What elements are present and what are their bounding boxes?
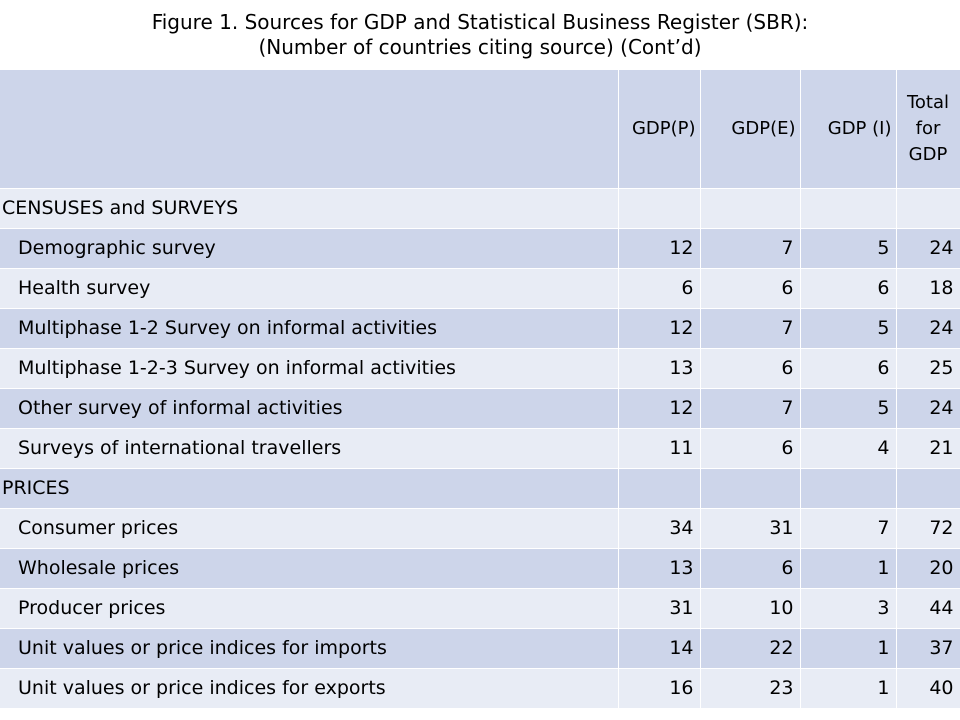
cell-gdp-i: 1 [800, 628, 897, 669]
cell-gdp-p: 13 [618, 348, 701, 389]
cell-gdp-p: 13 [618, 548, 701, 589]
row-label: Surveys of international travellers [0, 428, 619, 469]
sources-table: GDP(P) GDP(E) GDP (I) Total for GDP CENS… [0, 70, 960, 709]
cell-total-for-gdp: 21 [896, 428, 960, 469]
cell-gdp-i: 3 [800, 588, 897, 629]
section-row: CENSUSES and SURVEYS [0, 188, 960, 229]
cell-gdp-p: 16 [618, 668, 701, 709]
cell-gdp-i: 4 [800, 428, 897, 469]
cell-gdp-i [800, 188, 897, 229]
table-row: Multiphase 1-2 Survey on informal activi… [0, 308, 960, 349]
cell-gdp-e [700, 468, 801, 509]
table-row: Multiphase 1-2-3 Survey on informal acti… [0, 348, 960, 389]
cell-gdp-i: 6 [800, 348, 897, 389]
table-header-row: GDP(P) GDP(E) GDP (I) Total for GDP [0, 70, 960, 189]
cell-gdp-e: 23 [700, 668, 801, 709]
cell-gdp-i: 1 [800, 668, 897, 709]
cell-gdp-i: 5 [800, 308, 897, 349]
section-row: PRICES [0, 468, 960, 509]
table-row: Consumer prices 34 31 7 72 [0, 508, 960, 549]
cell-total-for-gdp: 24 [896, 228, 960, 269]
cell-gdp-i: 1 [800, 548, 897, 589]
cell-gdp-e [700, 188, 801, 229]
table-row: Surveys of international travellers 11 6 4 2… [0, 428, 960, 469]
table-row: Unit values or price indices for imports… [0, 628, 960, 669]
header-gdp-p: GDP(P) [618, 70, 701, 189]
cell-gdp-i: 5 [800, 388, 897, 429]
cell-total-for-gdp: 24 [896, 308, 960, 349]
row-label: Multiphase 1-2-3 Survey on informal acti… [0, 348, 619, 389]
section-label: PRICES [0, 468, 619, 509]
cell-gdp-p: 12 [618, 228, 701, 269]
row-label: Multiphase 1-2 Survey on informal activi… [0, 308, 619, 349]
table-row: Health survey 6 6 6 18 [0, 268, 960, 309]
cell-gdp-e: 6 [700, 348, 801, 389]
row-label: Health survey [0, 268, 619, 309]
row-label: Other survey of informal activities [0, 388, 619, 429]
cell-gdp-i: 6 [800, 268, 897, 309]
header-gdp-e: GDP(E) [700, 70, 801, 189]
row-label: Unit values or price indices for imports [0, 628, 619, 669]
table-row: Wholesale prices 13 6 1 20 [0, 548, 960, 589]
cell-gdp-e: 6 [700, 428, 801, 469]
row-label: Demographic survey [0, 228, 619, 269]
row-label: Unit values or price indices for exports [0, 668, 619, 709]
cell-gdp-i: 7 [800, 508, 897, 549]
cell-total-for-gdp: 25 [896, 348, 960, 389]
cell-total-for-gdp: 40 [896, 668, 960, 709]
header-gdp-i: GDP (I) [800, 70, 897, 189]
row-label: Wholesale prices [0, 548, 619, 589]
row-label: Consumer prices [0, 508, 619, 549]
cell-gdp-e: 7 [700, 228, 801, 269]
section-label: CENSUSES and SURVEYS [0, 188, 619, 229]
header-label-column [0, 70, 619, 189]
cell-gdp-e: 7 [700, 308, 801, 349]
cell-gdp-i [800, 468, 897, 509]
cell-total-for-gdp: 18 [896, 268, 960, 309]
table-row: Producer prices 31 10 3 44 [0, 588, 960, 629]
cell-total-for-gdp: 24 [896, 388, 960, 429]
row-label: Producer prices [0, 588, 619, 629]
cell-gdp-e: 6 [700, 548, 801, 589]
cell-gdp-i: 5 [800, 228, 897, 269]
cell-gdp-p [618, 188, 701, 229]
cell-gdp-p: 12 [618, 388, 701, 429]
cell-total-for-gdp [896, 188, 960, 229]
cell-gdp-p: 6 [618, 268, 701, 309]
cell-total-for-gdp: 20 [896, 548, 960, 589]
cell-total-for-gdp: 37 [896, 628, 960, 669]
figure-title-line-2: (Number of countries citing source) (Con… [258, 35, 702, 59]
cell-gdp-p: 34 [618, 508, 701, 549]
table-row: Other survey of informal activities 12 7 5 2… [0, 388, 960, 429]
table-row: Demographic survey 12 7 5 24 [0, 228, 960, 269]
cell-total-for-gdp: 44 [896, 588, 960, 629]
cell-gdp-e: 7 [700, 388, 801, 429]
figure-title-line-1: Figure 1. Sources for GDP and Statistica… [151, 10, 809, 34]
cell-gdp-e: 22 [700, 628, 801, 669]
cell-gdp-p: 11 [618, 428, 701, 469]
cell-gdp-p: 12 [618, 308, 701, 349]
cell-gdp-p [618, 468, 701, 509]
cell-gdp-e: 6 [700, 268, 801, 309]
cell-gdp-e: 31 [700, 508, 801, 549]
cell-gdp-p: 14 [618, 628, 701, 669]
header-total-for-gdp: Total for GDP [896, 70, 960, 189]
cell-total-for-gdp: 72 [896, 508, 960, 549]
cell-gdp-p: 31 [618, 588, 701, 629]
cell-gdp-e: 10 [700, 588, 801, 629]
figure-title: Figure 1. Sources for GDP and Statistica… [0, 0, 960, 70]
table-row: Unit values or price indices for exports… [0, 668, 960, 709]
cell-total-for-gdp [896, 468, 960, 509]
